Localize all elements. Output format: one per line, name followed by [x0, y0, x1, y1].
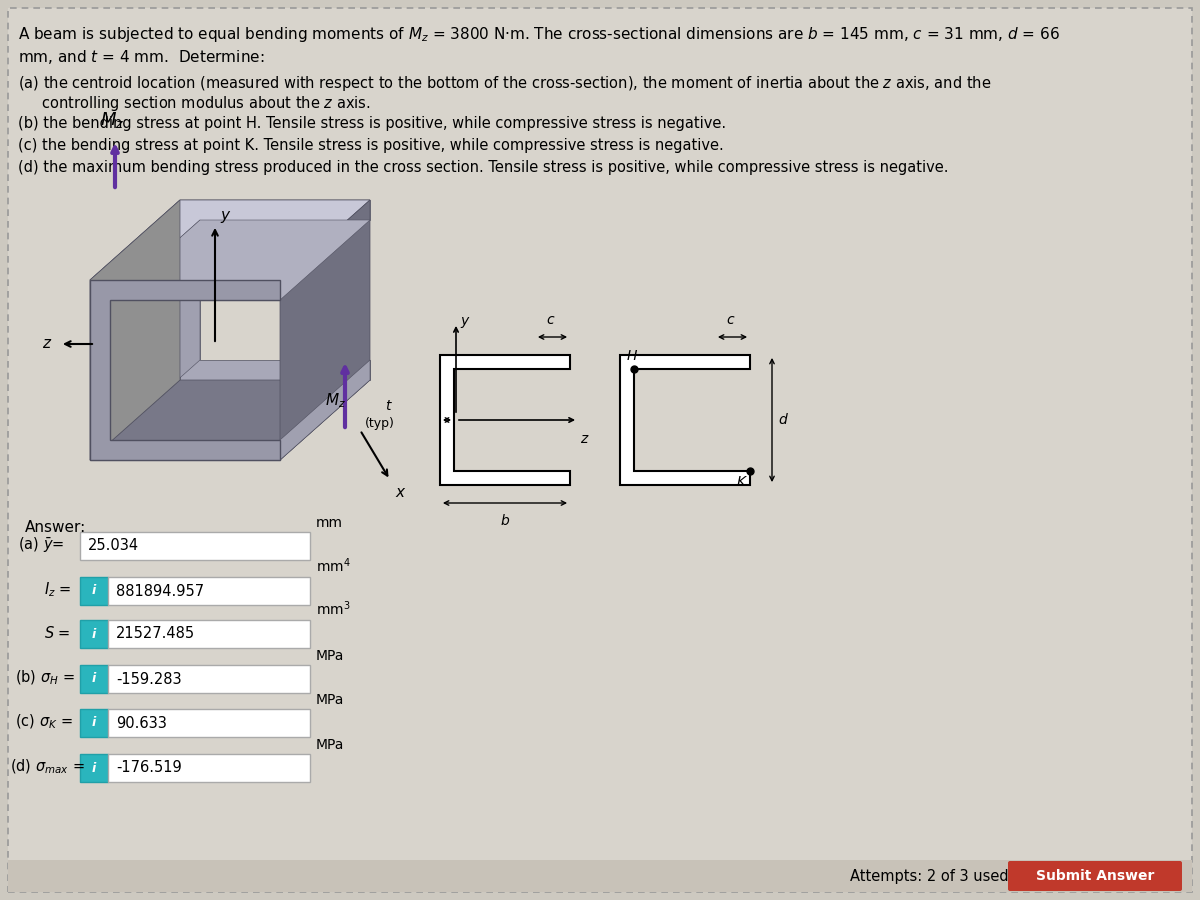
Text: i: i	[92, 672, 96, 686]
Text: (a) $\bar{y}$=: (a) $\bar{y}$=	[18, 536, 65, 554]
Polygon shape	[180, 200, 370, 380]
Text: Attempts: 2 of 3 used: Attempts: 2 of 3 used	[850, 868, 1009, 884]
Text: i: i	[92, 716, 96, 730]
FancyBboxPatch shape	[80, 577, 108, 605]
Text: (d) $\sigma_{max}$ =: (d) $\sigma_{max}$ =	[10, 758, 85, 776]
Text: $y$: $y$	[220, 209, 232, 225]
Text: Answer:: Answer:	[25, 520, 86, 535]
FancyBboxPatch shape	[80, 754, 108, 782]
Polygon shape	[110, 220, 370, 300]
Text: (typ): (typ)	[365, 418, 395, 430]
Text: Submit Answer: Submit Answer	[1036, 869, 1154, 883]
Text: MPa: MPa	[316, 693, 344, 707]
FancyBboxPatch shape	[108, 709, 310, 737]
Text: $d$: $d$	[778, 412, 788, 427]
Text: i: i	[92, 761, 96, 775]
Text: mm: mm	[316, 516, 343, 530]
FancyBboxPatch shape	[108, 577, 310, 605]
Text: mm$^3$: mm$^3$	[316, 599, 350, 618]
Text: $H$: $H$	[626, 349, 638, 363]
Text: 21527.485: 21527.485	[116, 626, 196, 642]
Text: controlling section modulus about the $z$ axis.: controlling section modulus about the $z…	[18, 94, 371, 113]
Text: 881894.957: 881894.957	[116, 583, 204, 599]
Text: mm, and $t$ = 4 mm.  Determine:: mm, and $t$ = 4 mm. Determine:	[18, 48, 264, 66]
Text: A beam is subjected to equal bending moments of $M_z$ = 3800 N·m. The cross-sect: A beam is subjected to equal bending mom…	[18, 25, 1060, 44]
Text: -176.519: -176.519	[116, 760, 181, 776]
Text: -159.283: -159.283	[116, 671, 181, 687]
Polygon shape	[90, 200, 370, 280]
Polygon shape	[440, 355, 570, 485]
FancyBboxPatch shape	[8, 860, 1192, 892]
Polygon shape	[620, 355, 750, 485]
Text: (b) $\sigma_H$ =: (b) $\sigma_H$ =	[14, 669, 76, 688]
Text: $x$: $x$	[395, 485, 407, 500]
Polygon shape	[280, 360, 370, 460]
Text: $b$: $b$	[500, 513, 510, 528]
Polygon shape	[90, 200, 180, 460]
Text: (c) $\sigma_K$ =: (c) $\sigma_K$ =	[14, 713, 73, 731]
Text: (d) the maximum bending stress produced in the cross section. Tensile stress is : (d) the maximum bending stress produced …	[18, 160, 948, 175]
Polygon shape	[90, 380, 370, 460]
Text: i: i	[92, 627, 96, 641]
Text: mm$^4$: mm$^4$	[316, 556, 350, 575]
Text: MPa: MPa	[316, 738, 344, 752]
Polygon shape	[90, 280, 280, 460]
FancyBboxPatch shape	[80, 620, 108, 648]
FancyBboxPatch shape	[108, 754, 310, 782]
Text: (b) the bending stress at point H. Tensile stress is positive, while compressive: (b) the bending stress at point H. Tensi…	[18, 116, 726, 131]
Text: MPa: MPa	[316, 649, 344, 663]
FancyBboxPatch shape	[1008, 861, 1182, 891]
Polygon shape	[280, 200, 370, 460]
Text: $M_z$: $M_z$	[325, 392, 346, 410]
Text: $M_z$: $M_z$	[100, 110, 125, 130]
Text: (c) the bending stress at point K. Tensile stress is positive, while compressive: (c) the bending stress at point K. Tensi…	[18, 138, 724, 153]
Polygon shape	[90, 280, 280, 460]
Polygon shape	[90, 200, 370, 280]
FancyBboxPatch shape	[8, 8, 1192, 892]
FancyBboxPatch shape	[80, 532, 310, 560]
Text: $z$: $z$	[580, 432, 589, 446]
Text: (a) the centroid location (measured with respect to the bottom of the cross-sect: (a) the centroid location (measured with…	[18, 74, 991, 93]
Text: $y$: $y$	[460, 316, 470, 330]
Text: $K$: $K$	[736, 475, 748, 489]
FancyBboxPatch shape	[108, 620, 310, 648]
Text: $t$: $t$	[385, 399, 392, 413]
FancyBboxPatch shape	[80, 665, 108, 693]
Text: $c$: $c$	[726, 313, 736, 327]
FancyBboxPatch shape	[108, 665, 310, 693]
Text: $S$ =: $S$ =	[44, 625, 71, 641]
Text: 25.034: 25.034	[88, 538, 139, 554]
Text: 90.633: 90.633	[116, 716, 167, 731]
Text: i: i	[92, 584, 96, 598]
Text: $c$: $c$	[546, 313, 556, 327]
Text: $I_z$ =: $I_z$ =	[44, 580, 72, 599]
Polygon shape	[110, 220, 200, 440]
FancyBboxPatch shape	[80, 709, 108, 737]
Text: $z$: $z$	[42, 337, 52, 352]
